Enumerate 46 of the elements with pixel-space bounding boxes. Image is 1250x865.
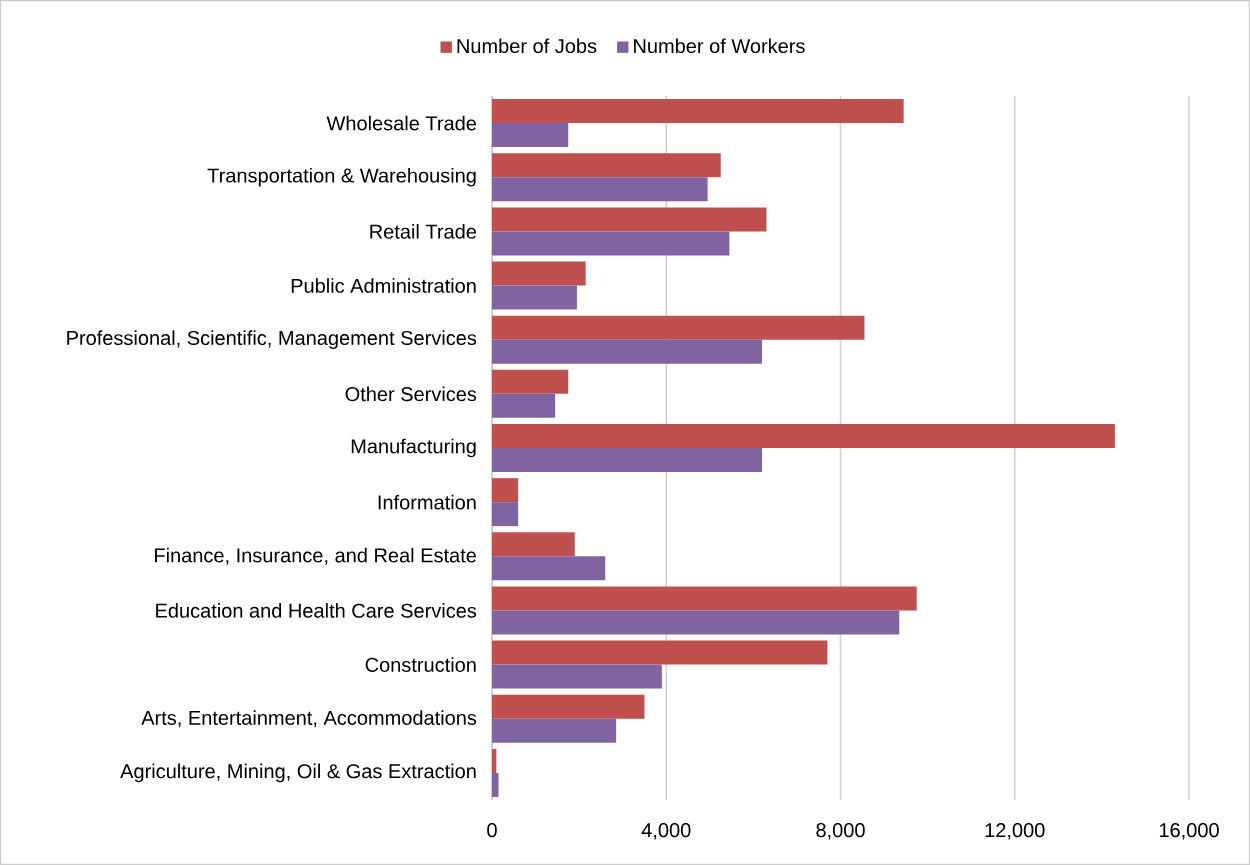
bar [492, 369, 569, 394]
x-tick-label: 4,000 [641, 823, 691, 840]
y-tick-label: Arts, Entertainment, Accommodations [141, 710, 477, 728]
y-tick-label: Education and Health Care Services [156, 603, 477, 618]
x-tick-label: 12,000 [985, 823, 1045, 840]
y-tick-label: Information [378, 494, 476, 510]
bar [492, 261, 586, 286]
bar [492, 393, 556, 418]
bar [492, 694, 645, 719]
bar [492, 207, 767, 232]
y-tick-label: Construction [365, 657, 476, 672]
bar [492, 448, 763, 472]
bar [492, 640, 828, 665]
bar [492, 664, 662, 689]
y-tick-label: Public Administration [291, 278, 476, 293]
y-tick-label: Transportation & Warehousing [207, 167, 476, 187]
bar [492, 315, 865, 340]
legend-label: Number of Workers [634, 38, 805, 54]
bar [492, 502, 519, 527]
bar [492, 339, 763, 364]
bar [492, 556, 606, 581]
bar [492, 718, 617, 743]
y-tick-label: Agriculture, Mining, Oil & Gas Extraction [120, 763, 476, 783]
x-tick-label: 8,000 [816, 823, 865, 840]
x-tick-label: 0 [487, 823, 497, 838]
bar [492, 532, 575, 557]
y-tick-label: Retail Trade [370, 224, 477, 239]
bar [492, 177, 708, 202]
bar [492, 586, 917, 611]
x-tick-label: 16,000 [1159, 823, 1219, 840]
legend-label: Number of Jobs [457, 38, 597, 54]
bar [492, 748, 497, 773]
bar [492, 772, 499, 797]
bar [492, 610, 900, 635]
bar [492, 285, 577, 310]
y-tick-label: Professional, Scientific, Management Services [67, 330, 477, 349]
bar [492, 231, 730, 256]
y-tick-label: Finance, Insurance, and Real Estate [155, 547, 476, 565]
bar [492, 123, 569, 148]
bar [492, 153, 721, 178]
bar [492, 478, 519, 503]
y-tick-label: Manufacturing [351, 438, 476, 458]
y-tick-label: Wholesale Trade [326, 115, 477, 131]
bar [492, 99, 904, 124]
bar [492, 423, 1115, 448]
y-tick-label: Other Services [345, 386, 477, 402]
